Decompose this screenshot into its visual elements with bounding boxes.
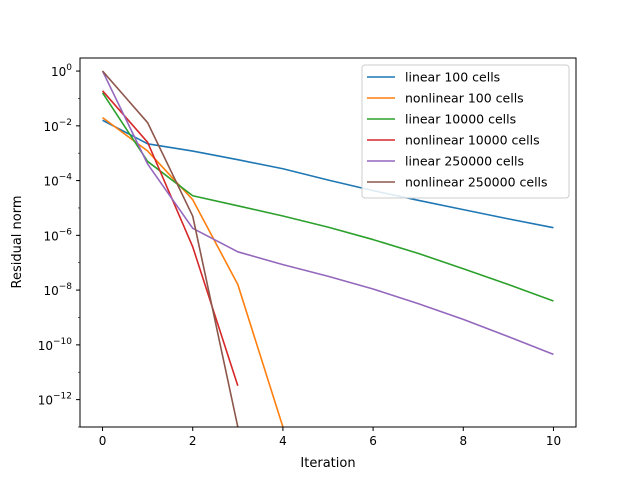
x-axis: 0 2 4 6 8 10 bbox=[99, 427, 561, 448]
legend-box bbox=[361, 64, 570, 199]
x-tick-label: 6 bbox=[369, 434, 377, 448]
series-line-5 bbox=[101, 70, 554, 356]
series-line-6 bbox=[101, 70, 239, 427]
x-tick-label: 10 bbox=[546, 434, 561, 448]
y-tick-label: 10−12 bbox=[38, 392, 72, 408]
x-tick-label: 8 bbox=[459, 434, 467, 448]
legend-label: linear 100 cells bbox=[405, 70, 500, 85]
y-tick-label: 10−4 bbox=[43, 173, 72, 189]
legend-label: linear 250000 cells bbox=[405, 154, 524, 169]
y-tick-label: 10−10 bbox=[38, 337, 73, 353]
legend-label: linear 10000 cells bbox=[405, 112, 516, 127]
x-axis-label: Iteration bbox=[300, 456, 355, 471]
y-tick-label: 10−6 bbox=[43, 227, 72, 243]
x-tick-label: 0 bbox=[99, 434, 107, 448]
series-line-4 bbox=[101, 90, 239, 387]
y-tick-label: 10−2 bbox=[43, 118, 72, 134]
legend-label: nonlinear 10000 cells bbox=[405, 133, 540, 148]
y-tick-label: 10−8 bbox=[43, 282, 72, 298]
y-axis: 100 10−2 10−4 10−6 10−8 10−10 10−12 bbox=[38, 63, 80, 428]
y-tick-label: 100 bbox=[51, 63, 72, 79]
series-line-1 bbox=[102, 119, 554, 229]
legend: linear 100 cells nonlinear 100 cells linea… bbox=[361, 64, 570, 199]
y-axis-label: Residual norm bbox=[10, 195, 25, 288]
legend-label: nonlinear 250000 cells bbox=[405, 175, 548, 190]
axes-frame bbox=[79, 57, 577, 428]
x-tick-label: 2 bbox=[189, 434, 197, 448]
x-tick-label: 4 bbox=[279, 434, 287, 448]
legend-label: nonlinear 100 cells bbox=[405, 91, 524, 106]
series-layer bbox=[101, 70, 554, 427]
